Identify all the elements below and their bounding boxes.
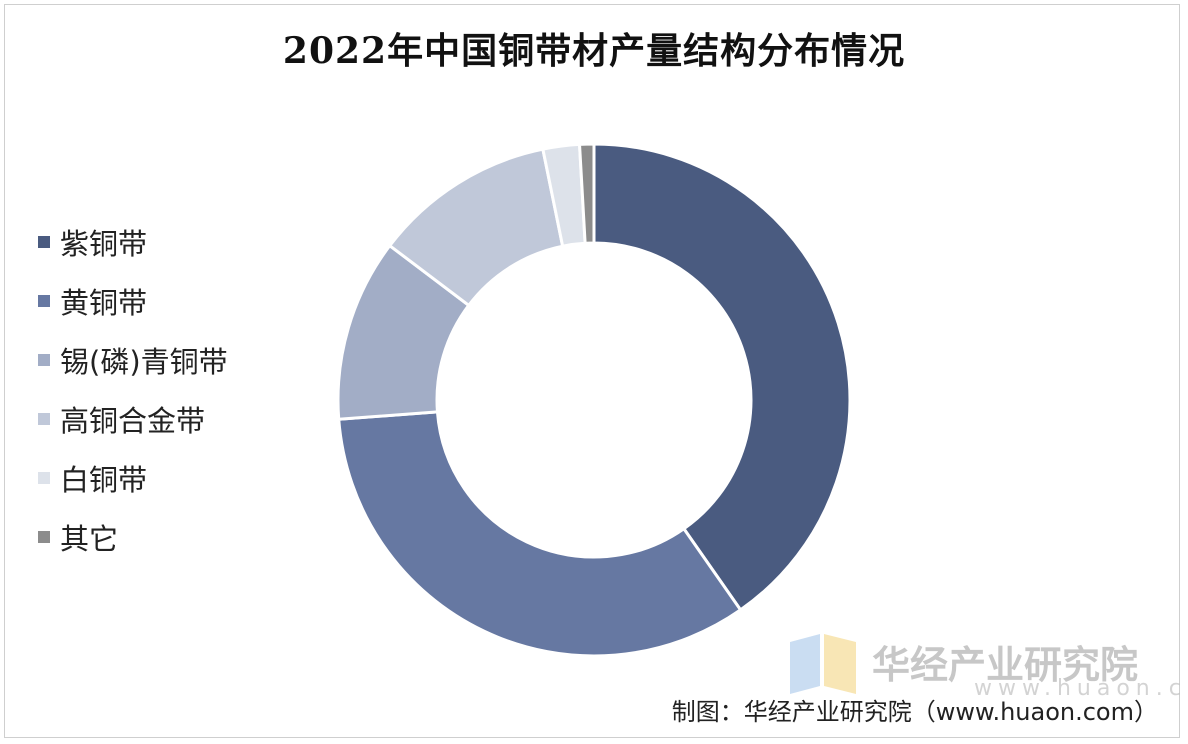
watermark-logo-icon bbox=[790, 634, 856, 694]
legend-label: 黄铜带 bbox=[60, 285, 148, 320]
watermark-name: 华经产业研究院 bbox=[872, 643, 1139, 687]
donut-slice bbox=[592, 142, 852, 612]
legend-swatch bbox=[38, 294, 50, 307]
donut-slice bbox=[337, 410, 743, 658]
legend-swatch bbox=[38, 530, 50, 543]
legend-item: 紫铜带 bbox=[38, 212, 228, 271]
legend-swatch bbox=[38, 353, 50, 366]
legend-label: 紫铜带 bbox=[60, 226, 148, 261]
legend-item: 锡(磷)青铜带 bbox=[38, 330, 228, 389]
legend-swatch bbox=[38, 235, 50, 248]
legend-item: 白铜带 bbox=[38, 448, 228, 507]
watermark-url: www.huaon.com bbox=[974, 676, 1188, 701]
legend-label: 其它 bbox=[60, 521, 119, 556]
legend-label: 高铜合金带 bbox=[60, 403, 206, 438]
legend-label: 白铜带 bbox=[60, 462, 148, 497]
donut-slice bbox=[577, 142, 596, 245]
legend: 紫铜带黄铜带锡(磷)青铜带 高铜合金带白铜带其它 bbox=[38, 212, 228, 566]
watermark: 华经产业研究院 www.huaon.com bbox=[790, 630, 1188, 701]
source-note: 制图：华经产业研究院（www.huaon.com） bbox=[671, 698, 1158, 726]
legend-label: 锡(磷)青铜带 bbox=[60, 344, 228, 379]
legend-item: 其它 bbox=[38, 507, 228, 566]
legend-item: 高铜合金带 bbox=[38, 389, 228, 448]
chart-title: 2022年中国铜带材产量结构分布情况 bbox=[282, 30, 906, 72]
legend-swatch bbox=[38, 412, 50, 425]
legend-item: 黄铜带 bbox=[38, 271, 228, 330]
legend-swatch bbox=[38, 471, 50, 484]
